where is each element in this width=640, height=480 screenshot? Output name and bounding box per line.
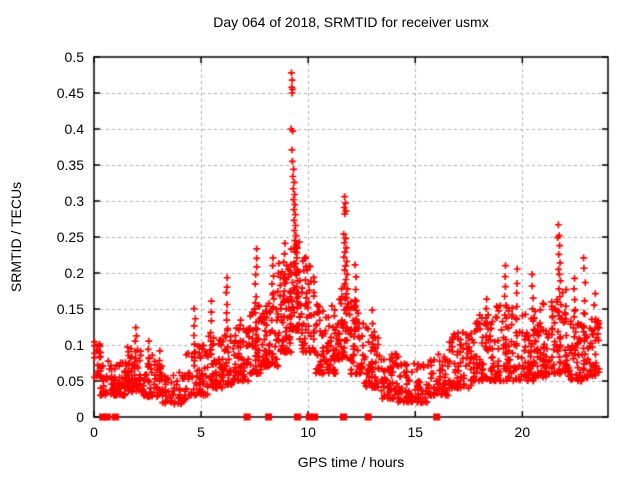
y-tick-label: 0.45 (56, 85, 84, 101)
y-tick-label: 0.05 (56, 373, 84, 389)
y-tick-label: 0.35 (56, 157, 84, 173)
chart-title: Day 064 of 2018, SRMTID for receiver usm… (213, 14, 489, 30)
x-axis-label: GPS time / hours (297, 454, 405, 470)
y-tick-label: 0.5 (64, 49, 84, 65)
y-tick-label: 0.1 (64, 337, 84, 353)
x-tick-label: 10 (300, 424, 316, 440)
x-tick-label: 0 (90, 424, 98, 440)
y-tick-label: 0 (76, 409, 84, 425)
y-tick-label: 0.3 (64, 193, 84, 209)
y-tick-label: 0.2 (64, 265, 84, 281)
x-tick-label: 5 (197, 424, 205, 440)
x-tick-label: 20 (514, 424, 531, 440)
y-tick-label: 0.25 (56, 229, 84, 245)
y-tick-label: 0.4 (64, 121, 84, 137)
y-tick-label: 0.15 (56, 301, 84, 317)
x-tick-label: 15 (407, 424, 424, 440)
